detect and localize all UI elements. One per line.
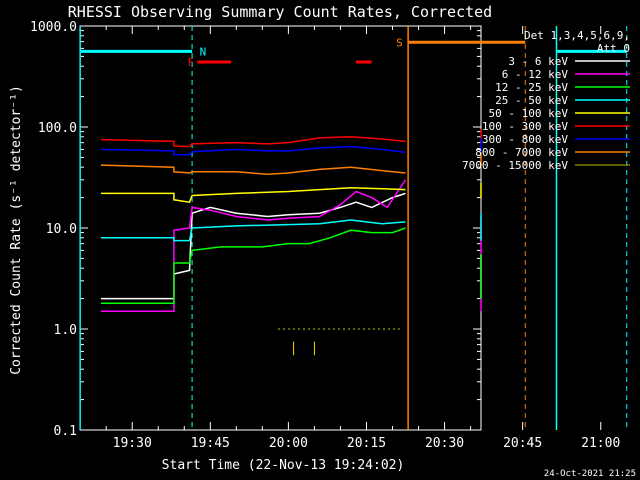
y-axis-label: Corrected Count Rate (s⁻¹ detector⁻¹)	[9, 85, 24, 375]
series-line-7	[100, 152, 482, 176]
x-tick-label: 19:30	[113, 436, 152, 451]
legend-label: 50 - 100 keV	[489, 107, 569, 120]
data-layer: NF S	[79, 26, 628, 430]
y-tick-label: 0.1	[54, 424, 77, 439]
plot-frame	[79, 25, 482, 431]
x-tick-label: 20:45	[503, 436, 542, 451]
x-tick-label: 19:45	[191, 436, 230, 451]
annotation-n: N	[200, 45, 207, 58]
chart-title: RHESSI Observing Summary Count Rates, Co…	[68, 3, 492, 21]
x-tick-label: 20:00	[269, 436, 308, 451]
legend-label: 800 - 7000 keV	[475, 146, 568, 159]
x-tick-label: 20:30	[425, 436, 464, 451]
series-line-5	[100, 129, 482, 148]
series-line-4	[101, 182, 482, 204]
annotation-s: S	[396, 36, 403, 49]
y-tick-label: 100.0	[38, 121, 77, 136]
x-axis-label: Start Time (22-Nov-13 19:24:02)	[162, 458, 405, 473]
series-line-3	[101, 213, 482, 242]
footer-timestamp: 24-Oct-2021 21:25	[544, 469, 636, 479]
x-tick-label: 21:00	[581, 436, 620, 451]
legend-label: 7000 - 15000 keV	[462, 159, 568, 172]
x-tick-label: 20:15	[347, 436, 386, 451]
annotation-f: F	[187, 56, 194, 69]
series-line-1	[101, 179, 482, 312]
y-tick-label: 1.0	[54, 323, 77, 338]
legend-label: 12 - 25 keV	[495, 81, 568, 94]
legend-title-line: Att 0	[597, 42, 630, 55]
y-tick-label: 10.0	[46, 222, 77, 237]
legend-label: 300 - 800 keV	[482, 133, 568, 146]
series-line-0	[101, 192, 482, 300]
legend-label: 25 - 50 keV	[495, 94, 568, 107]
y-tick-label: 1000.0	[30, 20, 77, 35]
legend-label: 100 - 300 keV	[482, 120, 568, 133]
legend-label: 6 - 12 keV	[502, 68, 569, 81]
legend-label: 3 - 6 keV	[508, 55, 568, 68]
legend-title-line: Det 1,3,4,5,6,9,	[524, 29, 630, 42]
series-line-2	[101, 227, 482, 304]
